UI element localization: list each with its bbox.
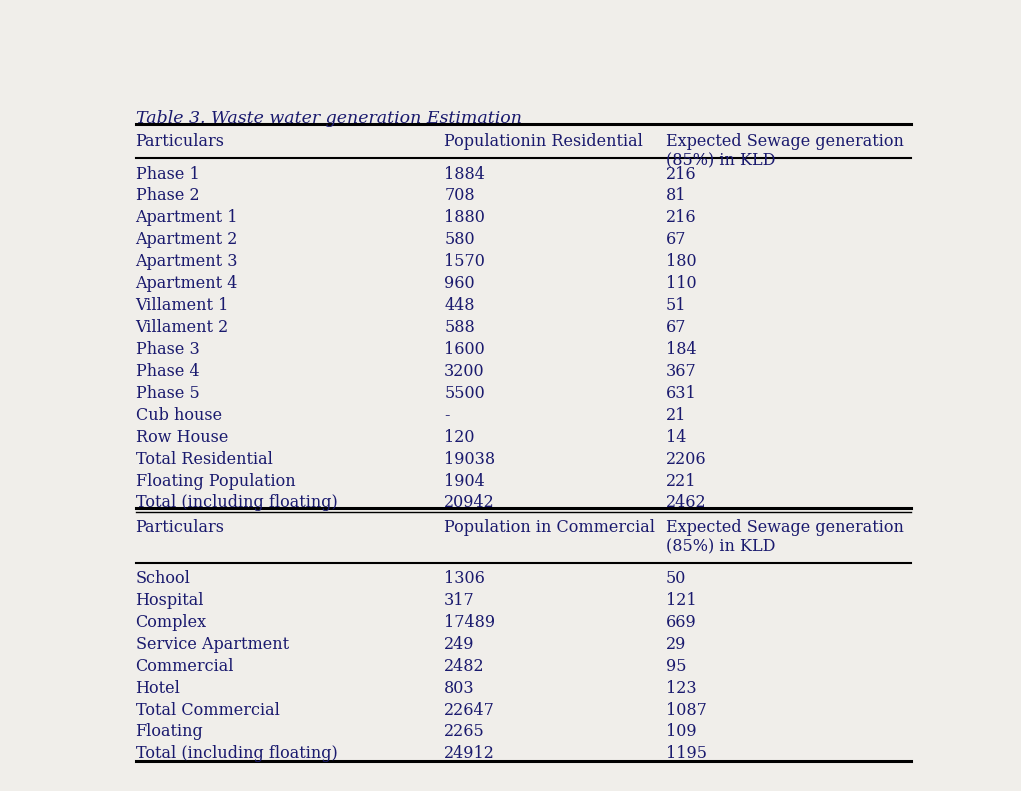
Text: Apartment 2: Apartment 2 <box>136 231 238 248</box>
Text: 24912: 24912 <box>444 745 495 763</box>
Text: 367: 367 <box>666 363 696 380</box>
Text: 21: 21 <box>666 407 686 424</box>
Text: 2482: 2482 <box>444 657 485 675</box>
Text: Total Residential: Total Residential <box>136 451 273 467</box>
Text: Particulars: Particulars <box>136 133 225 149</box>
Text: Apartment 4: Apartment 4 <box>136 275 238 292</box>
Text: 14: 14 <box>666 429 686 445</box>
Text: 708: 708 <box>444 187 475 205</box>
Text: Service Apartment: Service Apartment <box>136 636 289 653</box>
Text: Expected Sewage generation
(85%) in KLD: Expected Sewage generation (85%) in KLD <box>666 519 904 555</box>
Text: 22647: 22647 <box>444 702 495 718</box>
Text: Population in Commercial: Population in Commercial <box>444 519 655 536</box>
Text: 1904: 1904 <box>444 472 485 490</box>
Text: Phase 1: Phase 1 <box>136 165 199 183</box>
Text: Apartment 1: Apartment 1 <box>136 210 238 226</box>
Text: Phase 5: Phase 5 <box>136 385 199 402</box>
Text: 669: 669 <box>666 614 696 631</box>
Text: Phase 2: Phase 2 <box>136 187 199 205</box>
Text: 960: 960 <box>444 275 475 292</box>
Text: 216: 216 <box>666 210 696 226</box>
Text: 51: 51 <box>666 297 686 314</box>
Text: 29: 29 <box>666 636 686 653</box>
Text: Particulars: Particulars <box>136 519 225 536</box>
Text: 216: 216 <box>666 165 696 183</box>
Text: 1306: 1306 <box>444 570 485 587</box>
Text: 1884: 1884 <box>444 165 485 183</box>
Text: 1195: 1195 <box>666 745 707 763</box>
Text: 1570: 1570 <box>444 253 485 271</box>
Text: 2462: 2462 <box>666 494 707 512</box>
Text: 184: 184 <box>666 341 696 358</box>
Text: 17489: 17489 <box>444 614 495 631</box>
Text: Floating: Floating <box>136 724 203 740</box>
Text: 588: 588 <box>444 319 475 336</box>
Text: School: School <box>136 570 190 587</box>
Text: Complex: Complex <box>136 614 206 631</box>
Text: 580: 580 <box>444 231 475 248</box>
Text: 2206: 2206 <box>666 451 707 467</box>
Text: Expected Sewage generation
(85%) in KLD: Expected Sewage generation (85%) in KLD <box>666 133 904 169</box>
Text: -: - <box>444 407 449 424</box>
Text: Table 3. Waste water generation Estimation: Table 3. Waste water generation Estimati… <box>136 109 522 127</box>
Text: Floating Population: Floating Population <box>136 472 295 490</box>
Text: Villament 1: Villament 1 <box>136 297 229 314</box>
Text: Apartment 3: Apartment 3 <box>136 253 238 271</box>
Text: 19038: 19038 <box>444 451 495 467</box>
Text: 221: 221 <box>666 472 696 490</box>
Text: 81: 81 <box>666 187 686 205</box>
Text: 5500: 5500 <box>444 385 485 402</box>
Text: Total (including floating): Total (including floating) <box>136 745 337 763</box>
Text: 121: 121 <box>666 592 696 609</box>
Text: 249: 249 <box>444 636 475 653</box>
Text: Phase 4: Phase 4 <box>136 363 199 380</box>
Text: 2265: 2265 <box>444 724 485 740</box>
Text: 109: 109 <box>666 724 696 740</box>
Text: 50: 50 <box>666 570 686 587</box>
Text: Villament 2: Villament 2 <box>136 319 229 336</box>
Text: Cub house: Cub house <box>136 407 222 424</box>
Text: 1880: 1880 <box>444 210 485 226</box>
Text: Hospital: Hospital <box>136 592 204 609</box>
Text: Populationin Residential: Populationin Residential <box>444 133 643 149</box>
Text: 803: 803 <box>444 679 475 697</box>
Text: 120: 120 <box>444 429 475 445</box>
Text: 1087: 1087 <box>666 702 707 718</box>
Text: 110: 110 <box>666 275 696 292</box>
Text: Phase 3: Phase 3 <box>136 341 199 358</box>
Text: Hotel: Hotel <box>136 679 181 697</box>
Text: Commercial: Commercial <box>136 657 234 675</box>
Text: 67: 67 <box>666 231 686 248</box>
Text: 3200: 3200 <box>444 363 485 380</box>
Text: 1600: 1600 <box>444 341 485 358</box>
Text: Row House: Row House <box>136 429 228 445</box>
Text: 95: 95 <box>666 657 686 675</box>
Text: Total Commercial: Total Commercial <box>136 702 280 718</box>
Text: 448: 448 <box>444 297 475 314</box>
Text: 180: 180 <box>666 253 696 271</box>
Text: 317: 317 <box>444 592 475 609</box>
Text: 20942: 20942 <box>444 494 495 512</box>
Text: 67: 67 <box>666 319 686 336</box>
Text: 631: 631 <box>666 385 696 402</box>
Text: 123: 123 <box>666 679 696 697</box>
Text: Total (including floating): Total (including floating) <box>136 494 337 512</box>
